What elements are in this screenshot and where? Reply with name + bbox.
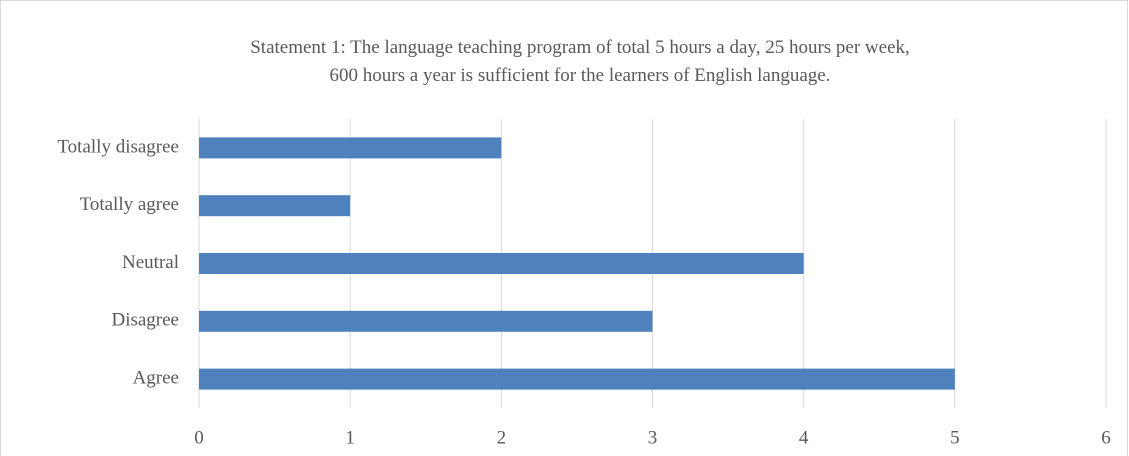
chart-title: Statement 1: The language teaching progr…: [250, 37, 910, 86]
x-tick-label: 6: [1101, 427, 1111, 448]
bar: [199, 310, 653, 332]
x-tick-label: 0: [194, 427, 204, 448]
y-tick-label: Totally agree: [80, 194, 179, 215]
y-tick-label: Agree: [133, 367, 179, 388]
bar: [199, 253, 804, 274]
x-tick-label: 2: [497, 427, 507, 448]
y-tick-label: Totally disagree: [57, 136, 179, 157]
y-tick-label: Disagree: [111, 310, 179, 331]
x-tick-label: 1: [345, 427, 355, 448]
x-tick-label: 5: [950, 427, 960, 448]
x-tick-label: 3: [648, 427, 658, 448]
bar: [199, 137, 502, 159]
x-tick-label: 4: [799, 427, 809, 448]
bar: [199, 368, 955, 390]
y-tick-label: Neutral: [122, 252, 179, 273]
bar: [199, 195, 351, 217]
